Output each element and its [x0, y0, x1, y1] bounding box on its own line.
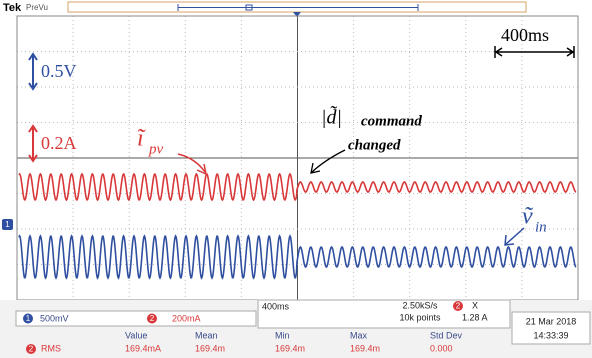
measurement-header: Min	[275, 330, 290, 340]
ch2-number: 2	[150, 314, 155, 323]
measurement-header: Value	[125, 330, 147, 340]
timebase: 400ms	[262, 301, 290, 311]
ipv-subscript: pv	[148, 141, 164, 157]
measurement-header: Std Dev	[430, 330, 463, 340]
ch1-number: 1	[26, 314, 31, 323]
measurement-channel: 2	[29, 345, 34, 354]
vin-symbol: ṽ	[522, 204, 534, 230]
trigger-slope: X	[472, 300, 478, 310]
duty-symbol: |d̃|	[321, 105, 342, 129]
trigger-source: 2	[456, 302, 461, 311]
measurement-value: 169.4mA	[125, 343, 161, 353]
sample-rate: 2.50kS/s	[402, 300, 438, 310]
ch1-scale: 500mV	[40, 313, 69, 323]
date: 21 Mar 2018	[526, 316, 577, 326]
changed-label: changed	[348, 137, 401, 153]
time-scale: 400ms	[501, 25, 549, 45]
record-length: 10k points	[399, 312, 441, 322]
measurement-value: 0.000	[430, 343, 453, 353]
measurement-type: RMS	[41, 343, 61, 353]
measurement-header: Mean	[195, 330, 218, 340]
oscilloscope-screen: Tek PreVu 1 0.5V 0.2A 400ms ĩ pv |d̃| co…	[0, 0, 592, 358]
ch2-scale: 200mA	[172, 313, 201, 323]
trigger-level: 1.28 A	[462, 312, 488, 322]
measurement-value: 169.4m	[350, 343, 380, 353]
time: 14:33:39	[533, 330, 568, 340]
voltage-scale: 0.5V	[41, 61, 77, 81]
measurement-header: Max	[350, 330, 368, 340]
measurement-value: 169.4m	[195, 343, 225, 353]
vin-subscript: in	[535, 219, 547, 235]
brand: Tek	[3, 2, 22, 14]
mode: PreVu	[26, 3, 48, 12]
current-scale: 0.2A	[41, 133, 77, 153]
channel-marker: 1	[5, 220, 10, 229]
measurement-value: 169.4m	[275, 343, 305, 353]
command-label: command	[361, 113, 422, 129]
